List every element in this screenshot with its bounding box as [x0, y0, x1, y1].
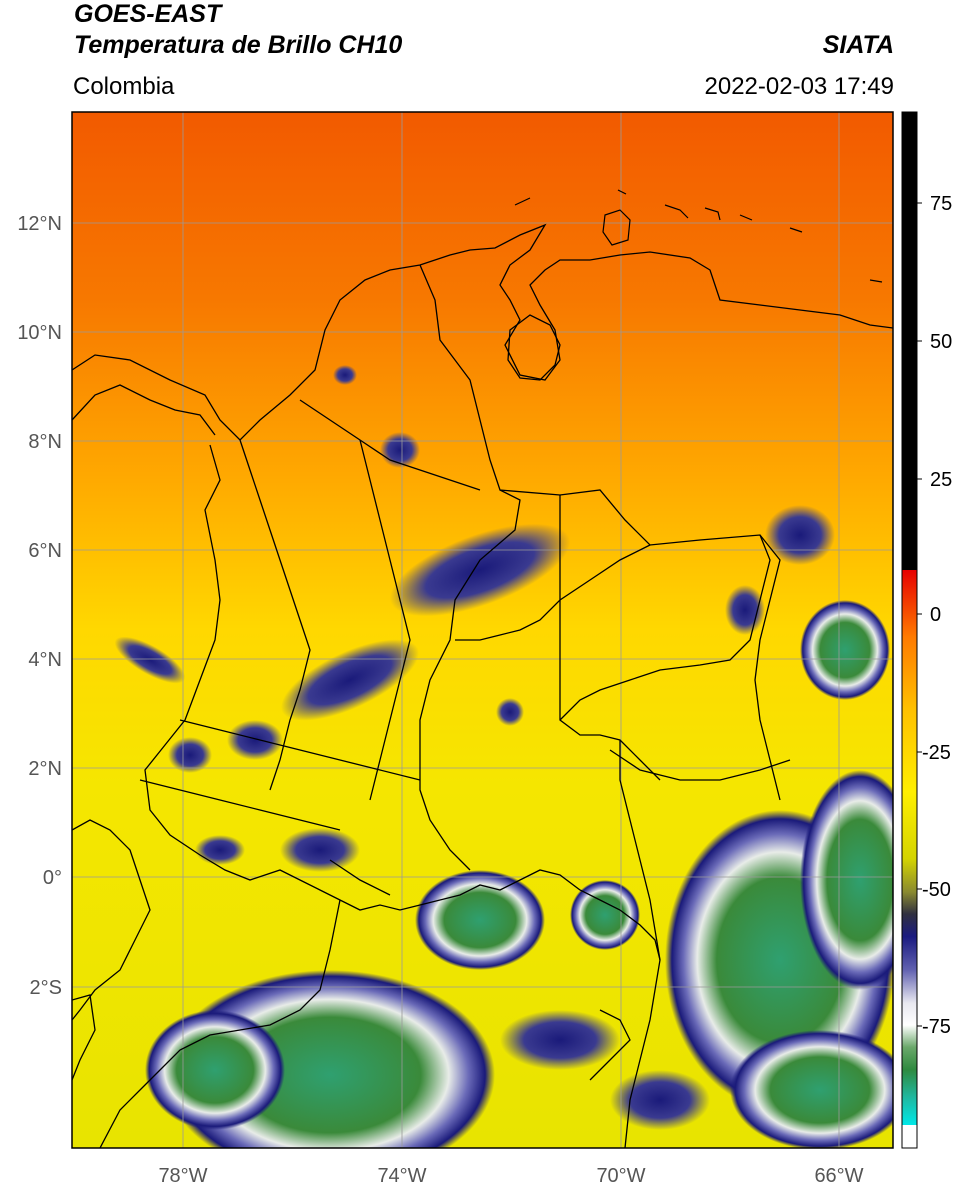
satellite-title: GOES-EAST [74, 0, 222, 28]
lon-label: 74°W [377, 1165, 426, 1187]
colorbar-tick-label: 25 [930, 469, 952, 491]
colorbar-gradient-segment [902, 570, 917, 1125]
colorbar-tick-label: -75 [922, 1016, 951, 1038]
lat-label: 2°N [28, 758, 62, 780]
region-label: Colombia [73, 73, 175, 100]
colorbar-frame [901, 111, 918, 1149]
temperature-field [72, 112, 893, 1148]
colorbar-tick-label: -25 [922, 742, 951, 764]
islands [514, 189, 883, 283]
lat-label: 2°S [30, 977, 62, 999]
lat-label: 6°N [28, 540, 62, 562]
gridlines [72, 112, 893, 1148]
colorbar-black-segment [902, 112, 917, 570]
lat-label: 8°N [28, 431, 62, 453]
lat-label: 10°N [17, 322, 62, 344]
timestamp-label: 2022-02-03 17:49 [704, 73, 895, 100]
lon-label: 66°W [814, 1165, 863, 1187]
colorbar: 75 50 25 0 -25 -50 -75 [901, 111, 952, 1149]
lat-label: 0° [43, 867, 62, 889]
colorbar-tick-label: 75 [930, 193, 952, 215]
lon-label: 78°W [158, 1165, 207, 1187]
lat-label: 12°N [17, 213, 62, 235]
colorbar-tick-label: -50 [922, 879, 951, 901]
lat-label: 4°N [28, 649, 62, 671]
product-title: Temperatura de Brillo CH10 [74, 31, 403, 59]
lon-label: 70°W [596, 1165, 645, 1187]
coastlines-borders [72, 223, 893, 1148]
colorbar-tick-label: 0 [930, 604, 941, 626]
longitude-labels: 78°W 74°W 70°W 66°W [158, 1165, 863, 1187]
agency-label: SIATA [822, 31, 894, 59]
map-frame [71, 111, 894, 1149]
colorbar-white-segment [902, 1125, 917, 1148]
colorbar-tick-label: 50 [930, 331, 952, 353]
latitude-labels: 12°N 10°N 8°N 6°N 4°N 2°N 0° 2°S [17, 213, 62, 999]
